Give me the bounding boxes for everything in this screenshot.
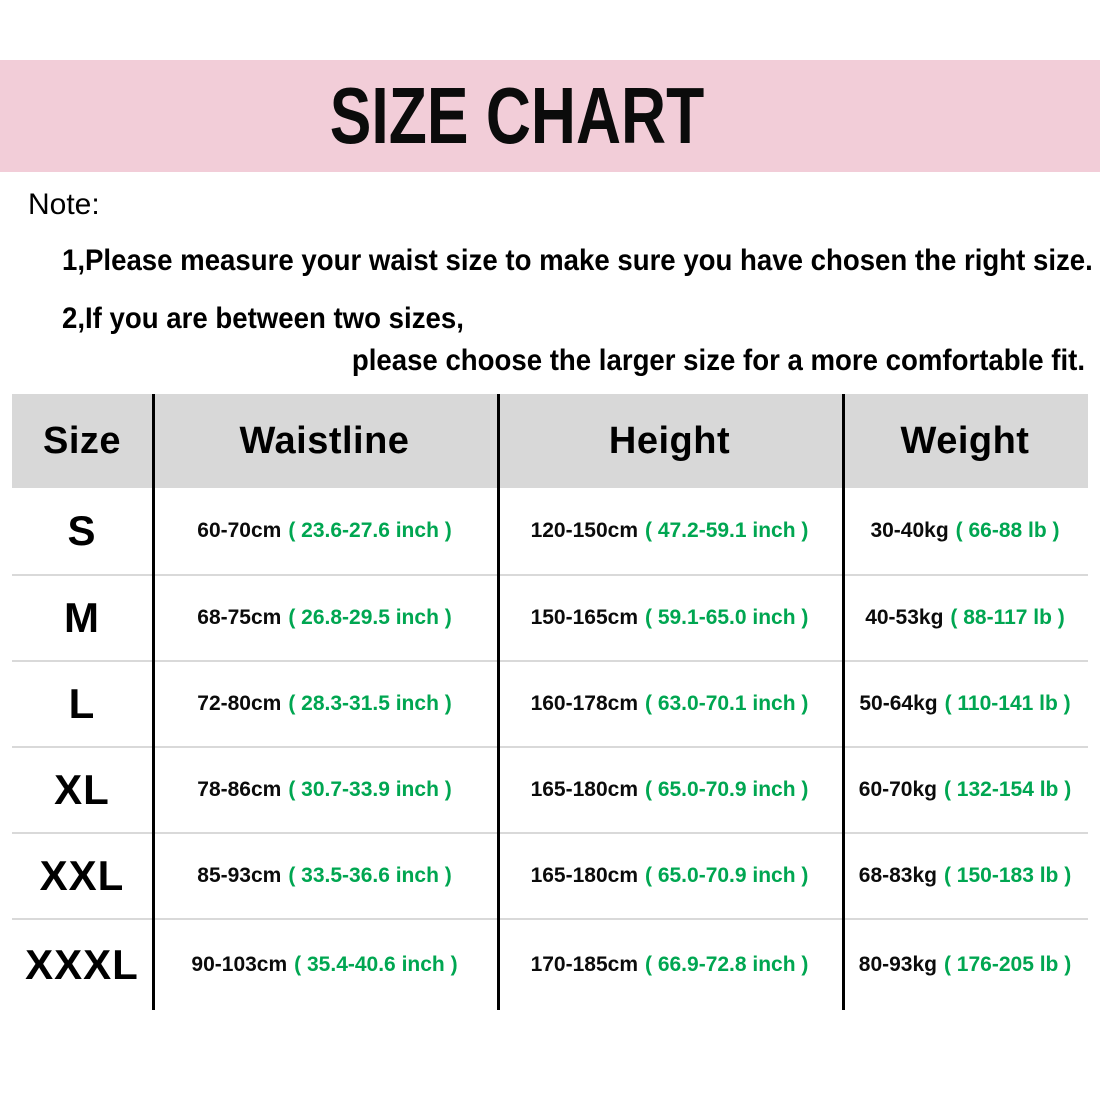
weight-cell: 60-70kg ( 132-154 lb ) [842, 778, 1088, 802]
waistline-metric-value: 90-103cm [191, 953, 288, 976]
table-body: S 60-70cm ( 23.6-27.6 inch ) 120-150cm ( 4… [12, 488, 1088, 1010]
height-imperial-value: ( 66.9-72.8 inch ) [645, 953, 809, 976]
size-label: XXXL [25, 941, 139, 988]
size-label: XXL [39, 852, 125, 899]
weight-cell: 40-53kg ( 88-117 lb ) [842, 606, 1088, 630]
waistline-cell: 60-70cm ( 23.6-27.6 inch ) [152, 519, 497, 543]
weight-cell: 68-83kg ( 150-183 lb ) [842, 864, 1088, 888]
height-metric-value: 150-165cm [530, 606, 638, 629]
waistline-imperial-value: ( 30.7-33.9 inch ) [288, 778, 452, 801]
weight-imperial-value: ( 66-88 lb ) [955, 519, 1060, 542]
header-waistline: Waistline [239, 419, 410, 462]
note-line-2: 2,If you are between two sizes, [62, 302, 464, 335]
size-label: M [64, 594, 100, 641]
height-imperial-value: ( 65.0-70.9 inch ) [645, 864, 809, 887]
waistline-metric-value: 72-80cm [197, 692, 282, 715]
height-imperial-value: ( 63.0-70.1 inch ) [645, 692, 809, 715]
weight-imperial-value: ( 150-183 lb ) [943, 864, 1072, 887]
size-label: XL [54, 766, 110, 813]
column-divider-1 [151, 394, 155, 1010]
weight-metric-value: 50-64kg [859, 692, 938, 715]
size-label: L [68, 680, 96, 727]
weight-imperial-value: ( 88-117 lb ) [950, 606, 1065, 629]
note-line-1: 1,Please measure your waist size to make… [62, 244, 1093, 277]
weight-cell: 30-40kg ( 66-88 lb ) [842, 519, 1088, 543]
table-header-row: Size Waistline Height Weight [12, 394, 1088, 488]
header-height: Height [608, 419, 731, 462]
waistline-imperial-value: ( 26.8-29.5 inch ) [288, 606, 452, 629]
height-cell: 165-180cm ( 65.0-70.9 inch ) [497, 778, 842, 802]
header-weight: Weight [900, 419, 1030, 462]
weight-metric-value: 60-70kg [858, 778, 937, 801]
weight-cell: 80-93kg ( 176-205 lb ) [842, 953, 1088, 977]
column-divider-2 [496, 394, 500, 1010]
weight-metric-value: 30-40kg [870, 519, 949, 542]
weight-imperial-value: ( 110-141 lb ) [944, 692, 1071, 715]
weight-imperial-value: ( 176-205 lb ) [943, 953, 1072, 976]
table-row: XL 78-86cm ( 30.7-33.9 inch ) 165-180cm ( … [12, 746, 1088, 832]
height-imperial-value: ( 65.0-70.9 inch ) [645, 778, 809, 801]
notes-section: Note: 1,Please measure your waist size t… [0, 188, 1100, 378]
table-row: L 72-80cm ( 28.3-31.5 inch ) 160-178cm ( 6… [12, 660, 1088, 746]
waistline-cell: 78-86cm ( 30.7-33.9 inch ) [152, 778, 497, 802]
note-label: Note: [28, 188, 100, 221]
height-cell: 165-180cm ( 65.0-70.9 inch ) [497, 864, 842, 888]
waistline-imperial-value: ( 23.6-27.6 inch ) [288, 519, 452, 542]
height-metric-value: 120-150cm [530, 519, 638, 542]
weight-cell: 50-64kg ( 110-141 lb ) [842, 692, 1088, 716]
waistline-imperial-value: ( 33.5-36.6 inch ) [288, 864, 452, 887]
height-cell: 170-185cm ( 66.9-72.8 inch ) [497, 953, 842, 977]
waistline-cell: 68-75cm ( 26.8-29.5 inch ) [152, 606, 497, 630]
waistline-metric-value: 78-86cm [197, 778, 282, 801]
height-metric-value: 170-185cm [530, 953, 638, 976]
height-metric-value: 165-180cm [530, 778, 638, 801]
waistline-cell: 85-93cm ( 33.5-36.6 inch ) [152, 864, 497, 888]
waistline-cell: 72-80cm ( 28.3-31.5 inch ) [152, 692, 497, 716]
waistline-metric-value: 68-75cm [197, 606, 282, 629]
waistline-metric-value: 60-70cm [197, 519, 282, 542]
height-metric-value: 165-180cm [530, 864, 638, 887]
height-cell: 120-150cm ( 47.2-59.1 inch ) [497, 519, 842, 543]
size-label: S [67, 507, 97, 554]
header-size: Size [42, 419, 122, 462]
page-title: SIZE CHART [329, 71, 705, 160]
title-banner: SIZE CHART [0, 60, 1100, 172]
size-table: Size Waistline Height Weight S 60-70cm ( … [12, 394, 1088, 1010]
note-line-3: please choose the larger size for a more… [351, 344, 1085, 377]
weight-metric-value: 40-53kg [865, 606, 944, 629]
weight-metric-value: 80-93kg [858, 953, 937, 976]
table-row: XXL 85-93cm ( 33.5-36.6 inch ) 165-180cm (… [12, 832, 1088, 918]
waistline-cell: 90-103cm ( 35.4-40.6 inch ) [152, 953, 497, 977]
waistline-imperial-value: ( 28.3-31.5 inch ) [288, 692, 452, 715]
waistline-imperial-value: ( 35.4-40.6 inch ) [294, 953, 458, 976]
height-metric-value: 160-178cm [530, 692, 638, 715]
height-cell: 150-165cm ( 59.1-65.0 inch ) [497, 606, 842, 630]
weight-imperial-value: ( 132-154 lb ) [943, 778, 1072, 801]
height-imperial-value: ( 59.1-65.0 inch ) [645, 606, 809, 629]
waistline-metric-value: 85-93cm [197, 864, 282, 887]
column-divider-3 [842, 394, 846, 1010]
height-cell: 160-178cm ( 63.0-70.1 inch ) [497, 692, 842, 716]
weight-metric-value: 68-83kg [858, 864, 937, 887]
table-row: M 68-75cm ( 26.8-29.5 inch ) 150-165cm ( 5… [12, 574, 1088, 660]
table-row: XXXL 90-103cm ( 35.4-40.6 inch ) 170-185c… [12, 918, 1088, 1010]
table-row: S 60-70cm ( 23.6-27.6 inch ) 120-150cm ( 4… [12, 488, 1088, 574]
height-imperial-value: ( 47.2-59.1 inch ) [645, 519, 809, 542]
